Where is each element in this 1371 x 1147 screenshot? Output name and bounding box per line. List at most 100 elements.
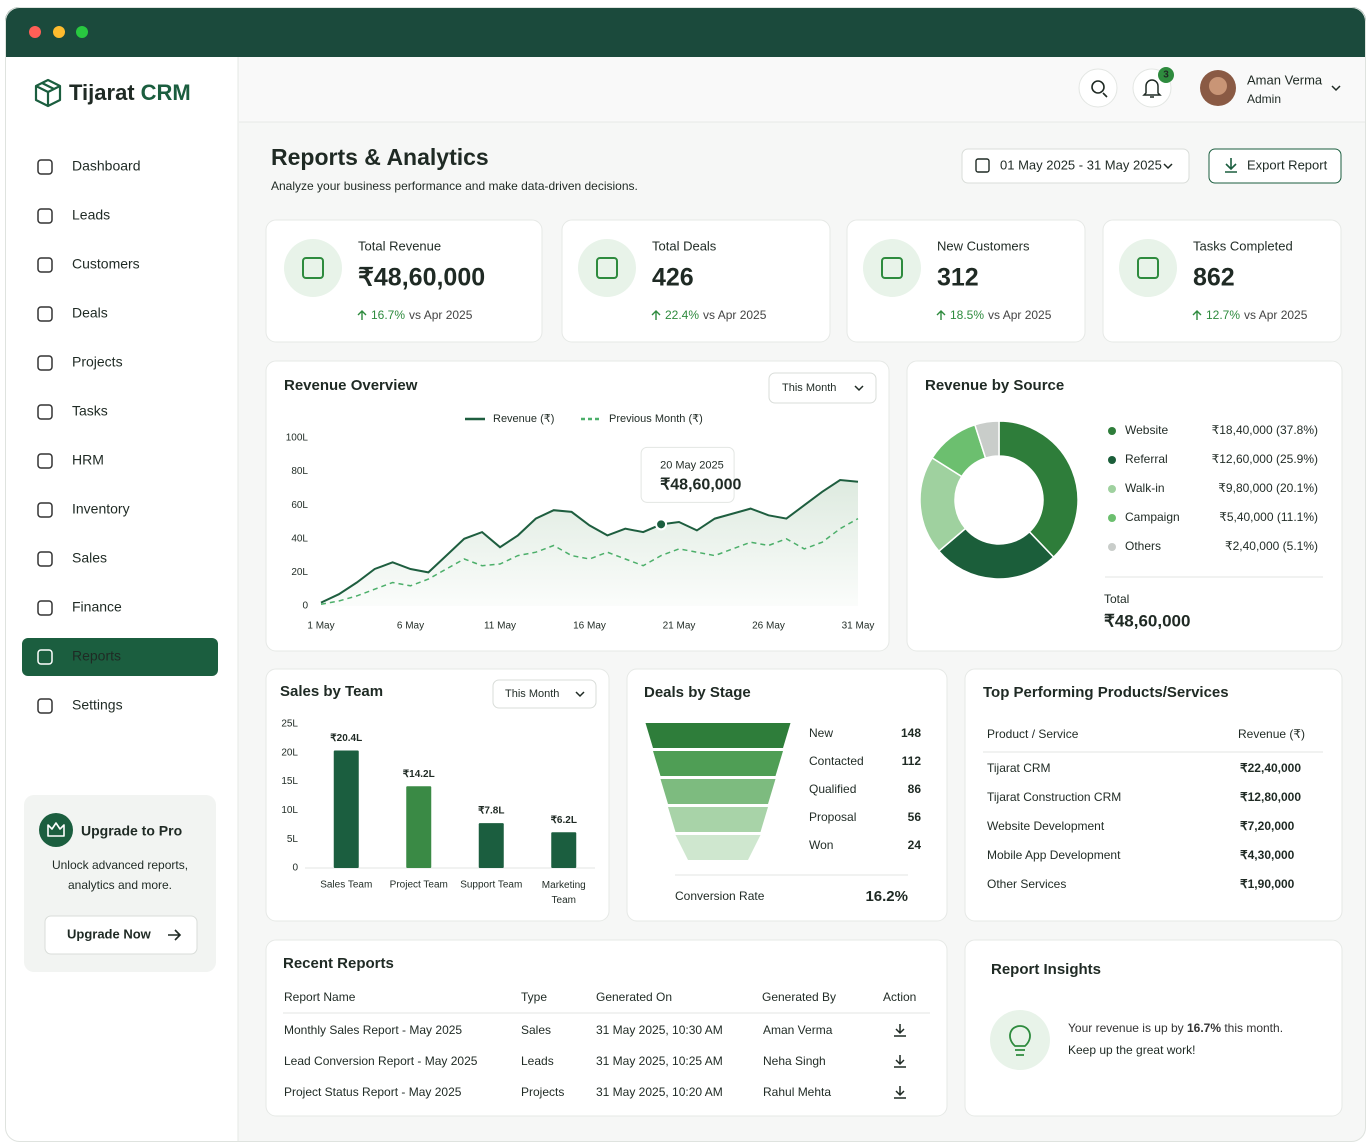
- filter-label[interactable]: This Month: [505, 688, 559, 700]
- search-button[interactable]: [1078, 68, 1118, 108]
- nav-label[interactable]: Deals: [72, 305, 108, 321]
- y-tick-label: 20L: [291, 567, 308, 578]
- upgrade-button-label[interactable]: Upgrade Now: [67, 926, 152, 941]
- kpi-label: New Customers: [937, 238, 1030, 253]
- nav-icon: [37, 159, 53, 175]
- filter-button[interactable]: [492, 679, 597, 709]
- nav-item[interactable]: Settings: [37, 697, 123, 714]
- kpi-compare: vs Apr 2025: [1244, 308, 1308, 322]
- column-header: Type: [521, 990, 547, 1004]
- nav-item[interactable]: Inventory: [37, 501, 130, 518]
- nav-icon: [37, 257, 53, 273]
- y-tick-label: 15L: [281, 776, 298, 787]
- kpi-icon: [881, 257, 903, 279]
- nav-label[interactable]: Dashboard: [72, 158, 141, 174]
- date-range[interactable]: 01 May 2025 - 31 May 2025: [1000, 157, 1162, 172]
- tooltip-point: [655, 518, 668, 531]
- chart-title: Deals by Stage: [644, 684, 751, 701]
- download-action[interactable]: [894, 1086, 906, 1099]
- export-button[interactable]: [1208, 148, 1342, 184]
- x-tick-label: 11 May: [484, 621, 516, 632]
- nav-item[interactable]: Leads: [37, 207, 110, 224]
- funnel-stage: [660, 779, 776, 804]
- y-tick-label: 5L: [287, 834, 299, 845]
- legend-label: Others: [1125, 539, 1161, 553]
- chevron: [854, 385, 864, 392]
- nav-label[interactable]: Reports: [72, 648, 121, 664]
- notification-badge: [1158, 67, 1174, 83]
- download-action[interactable]: [894, 1024, 906, 1037]
- upgrade-button[interactable]: [44, 915, 198, 955]
- cell: Aman Verma: [763, 1023, 833, 1037]
- bar: [333, 750, 359, 868]
- nav-label[interactable]: Sales: [72, 550, 107, 566]
- maximize-dot[interactable]: [76, 26, 88, 38]
- nav-label[interactable]: Projects: [72, 354, 123, 370]
- column-header: Generated By: [762, 990, 836, 1004]
- nav-item[interactable]: Projects: [37, 354, 123, 371]
- kpi-change-value: 22.4%: [665, 308, 699, 322]
- download-action[interactable]: [894, 1055, 906, 1068]
- x-tick-label: Marketing Team: [542, 880, 586, 906]
- pie-slice: [973, 420, 1000, 460]
- nav-item[interactable]: Tasks: [37, 403, 108, 420]
- kpi-label: Total Revenue: [358, 238, 441, 253]
- nav-item[interactable]: Finance: [37, 599, 122, 616]
- calendar-icon: [975, 158, 990, 173]
- nav-item[interactable]: Customers: [37, 256, 140, 273]
- filter-label[interactable]: This Month: [782, 382, 836, 394]
- kpi-change: 18.5% vs Apr 2025: [950, 308, 1052, 322]
- nav-label[interactable]: Finance: [72, 599, 122, 615]
- value-label: ₹2,40,000 (5.1%): [1225, 539, 1318, 553]
- tooltip-value: ₹48,60,000: [660, 477, 741, 494]
- brand: Tijarat CRM: [69, 80, 191, 105]
- insight-text: Your revenue is up by 16.7% this month.: [1068, 1021, 1283, 1035]
- nav-item[interactable]: Dashboard: [37, 158, 141, 175]
- close-dot[interactable]: [29, 26, 41, 38]
- upgrade-icon: [39, 813, 73, 847]
- y-tick-label: 60L: [291, 500, 308, 511]
- cell: ₹1,90,000: [1240, 877, 1295, 891]
- title-bar: [5, 7, 1366, 57]
- export-label[interactable]: Export Report: [1247, 157, 1328, 172]
- bell-icon: [1142, 79, 1162, 98]
- cell: 31 May 2025, 10:20 AM: [596, 1085, 723, 1099]
- nav-label[interactable]: Tasks: [72, 403, 108, 419]
- minimize-dot[interactable]: [53, 26, 65, 38]
- cell: Projects: [521, 1085, 564, 1099]
- conversion-value: 16.2%: [865, 888, 908, 905]
- conversion-label: Conversion Rate: [675, 889, 765, 903]
- y-tick-label: 80L: [291, 466, 308, 477]
- chevron: [1163, 163, 1173, 170]
- chart-title: Sales by Team: [280, 683, 383, 700]
- y-tick-label: 25L: [281, 719, 298, 730]
- legend-label: Campaign: [1125, 510, 1180, 524]
- x-tick-label: 26 May: [752, 621, 785, 632]
- column-header: Product / Service: [987, 727, 1079, 741]
- nav-item[interactable]: Sales: [37, 550, 107, 567]
- nav-label[interactable]: Settings: [72, 697, 123, 713]
- funnel-stage: [645, 723, 791, 748]
- y-tick-label: 0: [292, 863, 298, 874]
- cell: Other Services: [987, 877, 1066, 891]
- insight-icon-bg: [990, 1010, 1050, 1070]
- legend-label: Previous Month (₹): [609, 413, 703, 425]
- value-label: ₹5,40,000 (11.1%): [1219, 510, 1318, 524]
- table-card: [265, 939, 948, 1117]
- nav-item[interactable]: Deals: [37, 305, 108, 322]
- nav-label[interactable]: Inventory: [72, 501, 130, 517]
- line: [320, 478, 859, 604]
- nav-item[interactable]: Reports: [22, 638, 218, 676]
- nav-label[interactable]: HRM: [72, 452, 104, 468]
- chart-title: Revenue Overview: [284, 377, 418, 394]
- y-tick-label: 100L: [286, 433, 309, 444]
- cell: ₹7,20,000: [1240, 819, 1295, 833]
- filter-button[interactable]: [768, 372, 877, 404]
- chart-card: [265, 360, 890, 652]
- date-range-button[interactable]: [961, 148, 1190, 184]
- nav-label[interactable]: Customers: [72, 256, 140, 272]
- nav-active-bg: [22, 638, 218, 676]
- kpi-value: 312: [937, 264, 979, 292]
- nav-label[interactable]: Leads: [72, 207, 110, 223]
- nav-item[interactable]: HRM: [37, 452, 104, 469]
